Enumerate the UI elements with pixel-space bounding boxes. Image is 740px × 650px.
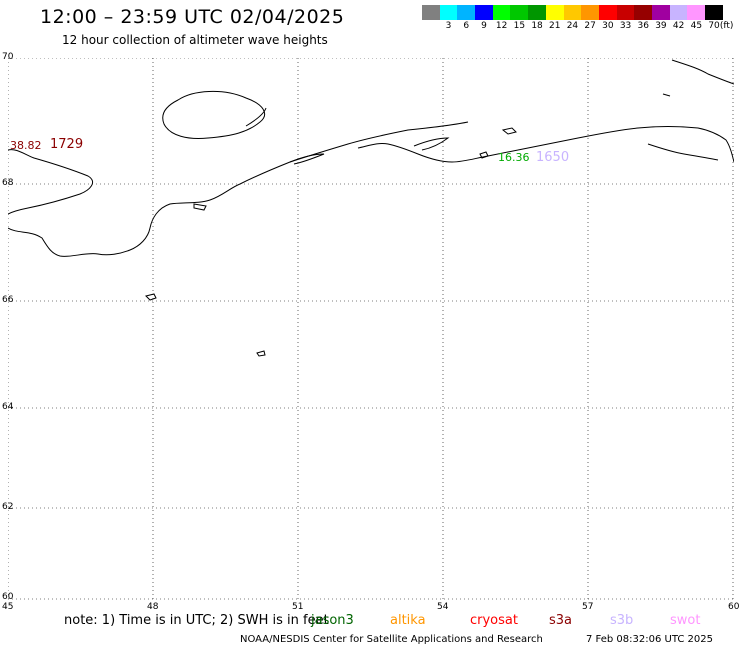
- mainland-west: [8, 149, 93, 215]
- scale-label: 42: [672, 21, 685, 31]
- scale-swatch: [439, 5, 458, 20]
- observation-time-2: 1650: [536, 150, 570, 165]
- kolguev-island: [162, 90, 265, 139]
- scale-swatch: [510, 5, 529, 20]
- pechora-inlet: [289, 153, 325, 165]
- vaygach-edge: [662, 93, 671, 97]
- scale-label: 9: [481, 21, 487, 31]
- scale-label: 3: [445, 21, 452, 31]
- grid: [8, 58, 734, 600]
- scale-label: 21: [549, 21, 561, 31]
- pechora-coast: [239, 121, 469, 185]
- observation-time-1: 1729: [50, 137, 84, 152]
- scale-swatch: [651, 5, 670, 20]
- scale-swatch: [492, 5, 511, 20]
- scale-label: 70: [708, 21, 720, 31]
- satellite-s3a: s3a: [549, 613, 573, 628]
- scale-swatch: [598, 5, 617, 20]
- scale-swatch: [616, 5, 635, 20]
- lon-label-54: 54: [437, 602, 449, 612]
- coast-islet-3: [479, 151, 489, 159]
- scale-swatch: [669, 5, 688, 20]
- scale-swatch: [705, 5, 723, 20]
- lat-label-62: 62: [2, 502, 14, 512]
- coast-islet-2: [501, 127, 517, 135]
- lat-label-60: 60: [2, 592, 14, 602]
- scale-swatch: [457, 5, 476, 20]
- scale-label: 24: [566, 21, 579, 31]
- scale-swatch: [581, 5, 599, 20]
- map-area: [8, 58, 734, 600]
- scale-swatch: [634, 5, 652, 20]
- color-scale: [422, 5, 723, 20]
- small-island-2: [256, 350, 266, 357]
- coastlines: [8, 59, 734, 357]
- satellite-swot: swot: [670, 613, 701, 628]
- observation-value-2: 16.36: [498, 151, 530, 164]
- bay-detail: [413, 137, 450, 151]
- satellite-altika: altika: [390, 613, 426, 628]
- scale-label: 27: [584, 21, 596, 31]
- yugorsky-east: [647, 143, 719, 161]
- scale-swatch: [563, 5, 582, 20]
- chart-subtitle: 12 hour collection of altimeter wave hei…: [62, 33, 328, 47]
- scale-label: 45: [690, 21, 703, 31]
- chart-title: 12:00 – 23:59 UTC 02/04/2025: [40, 6, 345, 28]
- island-tail: [245, 107, 267, 127]
- small-island-1: [145, 293, 157, 301]
- coast-islet-1: [193, 203, 207, 211]
- kanin-peninsula: [8, 183, 241, 257]
- scale-label: 18: [531, 21, 543, 31]
- lon-label-60: 60: [728, 602, 740, 612]
- credit-text: NOAA/NESDIS Center for Satellite Applica…: [240, 634, 543, 645]
- scale-label: 33: [619, 21, 632, 31]
- footer-note: note: 1) Time is in UTC; 2) SWH is in fe…: [64, 613, 329, 628]
- scale-swatch: [687, 5, 705, 20]
- lon-label-51: 51: [292, 602, 304, 612]
- lon-label-48: 48: [147, 602, 159, 612]
- scale-label: 36: [637, 21, 649, 31]
- satellite-cryosat: cryosat: [470, 613, 518, 628]
- timestamp-text: 7 Feb 08:32:06 UTC 2025: [586, 634, 713, 645]
- lon-label-57: 57: [582, 602, 594, 612]
- scale-label: 12: [495, 21, 508, 31]
- scale-label: 15: [513, 21, 526, 31]
- pechora-bay: [357, 143, 519, 163]
- scale-unit: (ft): [719, 21, 734, 31]
- satellite-jason3: jason3: [311, 613, 354, 628]
- scale-swatch: [475, 5, 493, 20]
- lat-label-68: 68: [2, 178, 14, 188]
- lat-label-66: 66: [2, 295, 14, 305]
- scale-swatch: [545, 5, 564, 20]
- scale-label: 30: [602, 21, 614, 31]
- scale-swatch: [528, 5, 546, 20]
- novaya-zemlya-tip: [671, 59, 734, 85]
- scale-label: 39: [655, 21, 667, 31]
- scale-swatch: [422, 5, 440, 20]
- lat-label-64: 64: [2, 402, 14, 412]
- lat-label-70: 70: [2, 52, 14, 62]
- satellite-s3b: s3b: [610, 613, 634, 628]
- color-scale-labels: 3 6 9 12 15 18 21 24 27 30 33 36 39 42 45 70 (ft): [422, 21, 740, 33]
- eastern-coast: [517, 126, 734, 163]
- lon-label-45: 45: [2, 602, 14, 612]
- observation-value-1: 38.82: [10, 139, 42, 152]
- scale-label: 6: [463, 21, 470, 31]
